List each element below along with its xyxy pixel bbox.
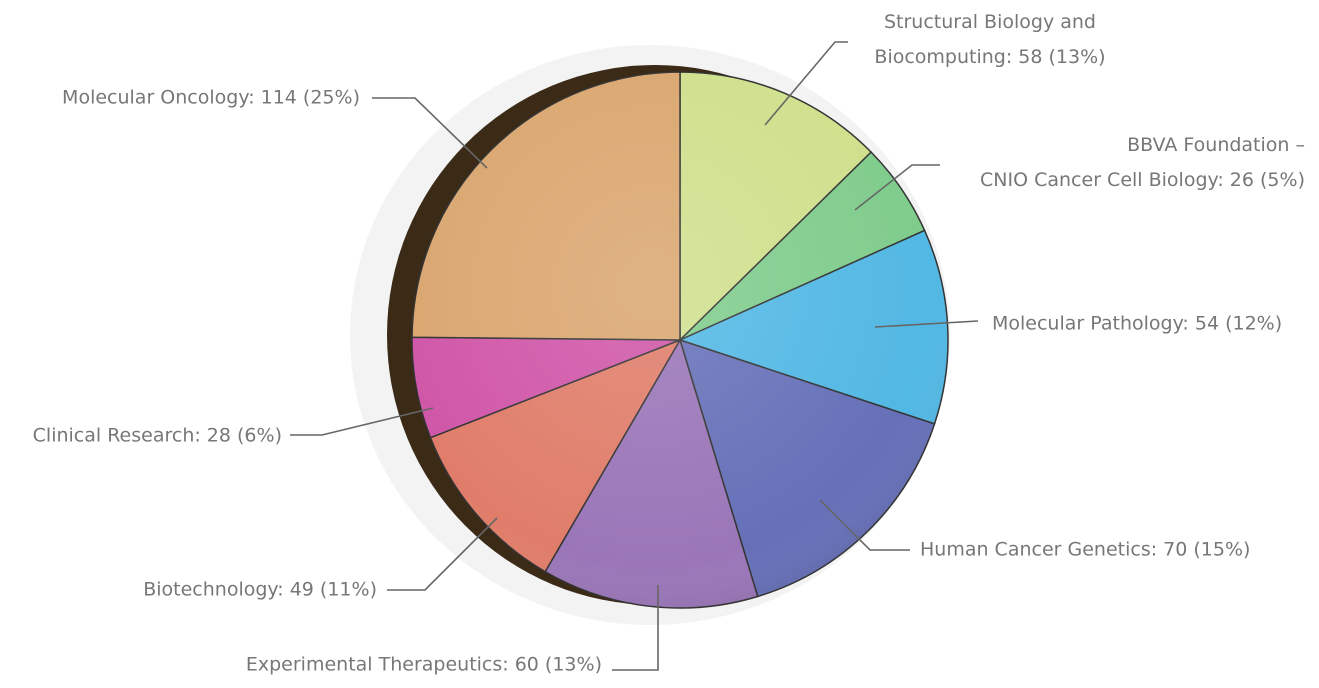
labels: Structural Biology and Biocomputing: 58 (… [33, 11, 1305, 676]
leader-line [372, 97, 488, 169]
slice-label: Clinical Research: 28 (6%) [33, 425, 282, 447]
leader-line [874, 320, 979, 328]
leader-line [764, 41, 848, 126]
slice-label: Biotechnology: 49 (11%) [143, 579, 377, 601]
leader-line [819, 499, 910, 551]
slice-label: Molecular Pathology: 54 (12%) [992, 313, 1282, 335]
pie [411, 71, 949, 609]
slice-label: Human Cancer Genetics: 70 (15%) [920, 539, 1250, 561]
slice-label: Experimental Therapeutics: 60 (13%) [246, 654, 602, 676]
leader-line [290, 407, 434, 436]
slice-label: BBVA Foundation – CNIO Cancer Cell Biolog… [980, 134, 1305, 191]
leader-line [387, 517, 498, 591]
leader-line [612, 585, 659, 671]
pie-shine [412, 72, 948, 608]
slice-label: Structural Biology and Biocomputing: 58 (… [874, 11, 1105, 68]
slice-label: Molecular Oncology: 114 (25%) [62, 87, 360, 109]
leader-line [854, 164, 940, 211]
